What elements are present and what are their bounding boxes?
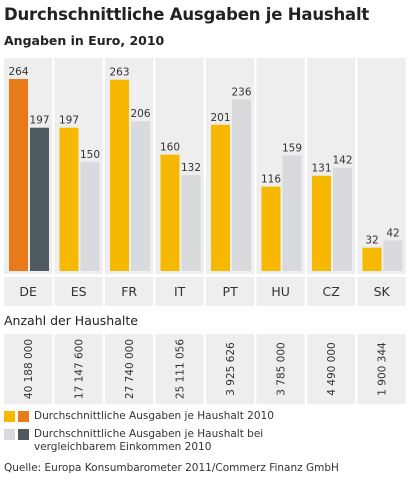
value-label-comparable-fr: 206: [130, 108, 150, 120]
value-label-expenses-de: 264: [8, 66, 28, 78]
bar-expenses-pt: [211, 124, 230, 272]
bar-expenses-de: [9, 79, 28, 271]
households-panel-cz: [307, 334, 356, 404]
legend-swatch-expenses: [4, 411, 15, 422]
category-label-es: ES: [71, 284, 87, 299]
category-label-fr: FR: [121, 284, 137, 299]
households-panel-sk: [357, 334, 406, 404]
legend-label-comparable: Durchschnittliche Ausgaben je Haushalt b…: [34, 428, 264, 453]
bar-expenses-cz: [312, 175, 331, 271]
bar-comparable-pt: [232, 99, 251, 271]
households-panel-fr: [105, 334, 154, 404]
category-label-hu: HU: [271, 284, 290, 299]
chart-title: Durchschnittliche Ausgaben je Haushalt: [4, 5, 370, 24]
bar-expenses-hu: [261, 186, 281, 271]
category-panel-sk: [357, 277, 406, 306]
households-value-pt: 3 925 626: [225, 342, 237, 396]
bar-comparable-fr: [131, 121, 150, 271]
value-label-comparable-pt: 236: [231, 86, 251, 98]
chart-subtitle: Angaben in Euro, 2010: [4, 33, 165, 48]
bar-comparable-it: [181, 175, 201, 271]
legend-label-expenses: Durchschnittliche Ausgaben je Haushalt 2…: [34, 410, 274, 422]
bar-comparable-sk: [383, 240, 403, 271]
value-label-expenses-fr: 263: [109, 67, 129, 79]
source-note: Quelle: Europa Konsumbarometer 2011/Comm…: [4, 462, 339, 474]
category-panel-it: [155, 277, 204, 306]
value-label-expenses-cz: 131: [311, 163, 331, 175]
legend-swatch-comparable: [4, 429, 15, 440]
households-value-es: 17 147 600: [74, 339, 86, 399]
value-label-comparable-hu: 159: [282, 142, 302, 154]
households-value-hu: 3 785 000: [276, 342, 288, 395]
category-label-cz: CZ: [323, 284, 340, 299]
bar-chart: 264 197 DE 40 188 000 197 150 ES 17 147 600 263 2…: [4, 58, 406, 404]
value-label-comparable-es: 150: [80, 149, 100, 161]
bar-expenses-sk: [362, 247, 382, 271]
value-label-expenses-pt: 201: [210, 112, 230, 124]
category-label-sk: SK: [374, 284, 391, 299]
category-panel-cz: [307, 277, 356, 306]
bar-expenses-es: [59, 127, 79, 272]
value-label-expenses-es: 197: [59, 115, 79, 127]
households-value-de: 40 188 000: [23, 339, 35, 399]
category-panel-de: [4, 277, 53, 306]
category-label-de: DE: [19, 284, 37, 299]
households-panel-es: [54, 334, 103, 404]
legend-swatch-expenses-highlight: [18, 411, 29, 422]
category-panel-es: [54, 277, 103, 306]
category-panel-fr: [105, 277, 154, 306]
bar-comparable-es: [80, 161, 100, 271]
category-panel-pt: [206, 277, 255, 306]
households-panel-hu: [256, 334, 305, 404]
value-label-comparable-cz: 142: [332, 155, 352, 167]
bar-comparable-hu: [282, 155, 302, 271]
bar-comparable-cz: [333, 167, 352, 271]
bar-expenses-it: [160, 154, 180, 271]
households-panel-it: [155, 334, 204, 404]
households-title: Anzahl der Haushalte: [4, 313, 138, 328]
households-panel-de: [4, 334, 53, 404]
bar-expenses-fr: [110, 79, 129, 272]
value-label-comparable-sk: 42: [386, 227, 399, 239]
households-value-fr: 27 740 000: [124, 339, 136, 399]
panel-sk: [357, 58, 406, 274]
value-label-comparable-de: 197: [29, 115, 49, 127]
value-label-comparable-it: 132: [181, 162, 201, 174]
category-label-it: IT: [174, 284, 186, 299]
legend: Durchschnittliche Ausgaben je Haushalt 2…: [4, 410, 334, 459]
households-panel-pt: [206, 334, 255, 404]
value-label-expenses-it: 160: [160, 142, 180, 154]
households-value-sk: 1 900 344: [377, 342, 389, 396]
bar-comparable-de: [30, 127, 49, 272]
households-value-cz: 4 490 000: [326, 342, 338, 395]
category-label-pt: PT: [223, 284, 239, 299]
households-value-it: 25 111 056: [175, 339, 187, 399]
legend-item-comparable: Durchschnittliche Ausgaben je Haushalt b…: [4, 428, 334, 454]
category-panel-hu: [256, 277, 305, 306]
value-label-expenses-sk: 32: [365, 235, 378, 247]
value-label-expenses-hu: 116: [261, 174, 281, 186]
legend-item-expenses: Durchschnittliche Ausgaben je Haushalt 2…: [4, 410, 334, 423]
legend-swatch-comparable-highlight: [18, 429, 29, 440]
